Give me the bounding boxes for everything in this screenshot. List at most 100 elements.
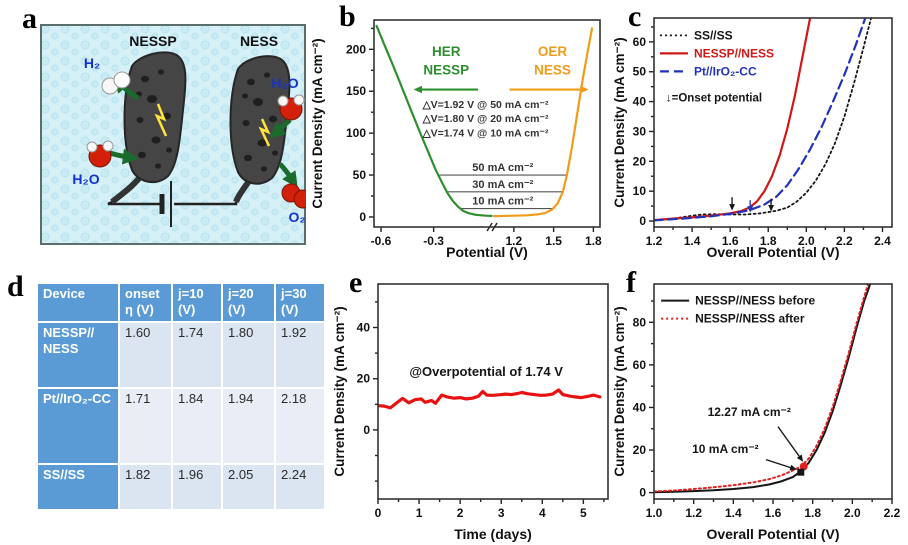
- device-cell: SS//​SS: [36, 462, 120, 511]
- annotation: NESSP: [423, 62, 469, 77]
- h2-label: H₂: [84, 55, 100, 71]
- annotation: NESS: [534, 62, 571, 77]
- series-stability-1-74-v: [378, 388, 602, 410]
- value-cell: 1.92: [274, 320, 326, 389]
- y-tick-label: 0: [359, 210, 366, 224]
- annotation: 10 mA cm⁻²: [692, 442, 759, 456]
- table-header-cell: onset η (V): [118, 282, 173, 323]
- annotation-arrow: [580, 85, 589, 94]
- x-tick-label: 2.0: [844, 506, 861, 520]
- y-tick-label: 20: [633, 443, 647, 457]
- x-tick-label: 2: [457, 506, 464, 520]
- left-electrode-label: NESSP: [129, 33, 176, 49]
- table-header-cell: j=20 (V): [221, 282, 276, 323]
- right-electrode-label: NESS: [240, 33, 278, 49]
- y-tick-label: 40: [633, 95, 647, 109]
- annotation-arrow: [729, 204, 735, 211]
- hline-label: 30 mA cm⁻²: [472, 179, 533, 191]
- table-header-cell: Device: [36, 282, 120, 323]
- value-cell: 2.18: [274, 386, 326, 465]
- x-tick-label: 5: [580, 506, 587, 520]
- value-cell: 2.05: [221, 462, 276, 511]
- y-tick-label: 40: [357, 321, 371, 335]
- y-axis-label: Current Density (mA cm⁻²): [612, 37, 627, 207]
- panel-e-chart: 0 1 2 3 4 5 0 20 40 @Overpotential of 1.74 V Time …: [332, 268, 618, 545]
- panel-letter-c: c: [628, 0, 642, 33]
- x-axis-label: Time (days): [454, 526, 532, 542]
- panel-letter-f: f: [626, 266, 636, 299]
- y-tick-label: 0: [639, 214, 646, 228]
- y-axis-label: Current Density (mA cm⁻²): [612, 306, 627, 476]
- panel-letter-e: e: [349, 266, 363, 299]
- value-cell: 2.24: [274, 462, 326, 511]
- o2-label: O₂: [288, 209, 305, 225]
- h2o-molecule-right: [277, 94, 305, 121]
- y-tick-label: 20: [357, 372, 371, 386]
- y-tick-label: 0: [363, 423, 370, 437]
- value-cell: 1.84: [171, 386, 223, 465]
- y-tick-label: 150: [346, 84, 366, 98]
- y-tick-label: 10: [633, 184, 647, 198]
- chart-c-svg: 1.2 1.4 1.6 1.8 2.0 2.2 2.4 0 10 20 30 40 50 60 ↓=Onse…: [612, 17, 893, 260]
- chart-e-svg: 0 1 2 3 4 5 0 20 40 @Overpotential of 1.74 V Time …: [332, 283, 609, 542]
- electrolyzer-schematic: NESSP NESS H₂ H₂O H₂O O₂: [40, 24, 313, 245]
- y-tick-label: 60: [633, 358, 647, 372]
- x-tick-label: 1.4: [684, 234, 701, 248]
- annotation: △V=1.80 V @ 20 mA cm⁻²: [422, 113, 549, 125]
- legend-label: Pt//IrO₂-CC: [694, 64, 757, 78]
- legend-label: NESSP//NESS: [694, 46, 774, 60]
- x-tick-label: 3: [498, 506, 505, 520]
- annotation: @Overpotential of 1.74 V: [409, 364, 563, 379]
- annotation: △V=1.74 V @ 10 mA cm⁻²: [422, 127, 549, 139]
- annotation-arrow: [413, 85, 422, 94]
- y-tick-label: 50: [633, 65, 647, 79]
- panel-c-chart: 1.2 1.4 1.6 1.8 2.0 2.2 2.4 0 10 20 30 40 50 60 ↓=Onse…: [612, 0, 908, 263]
- x-tick-label: 2.0: [798, 234, 815, 248]
- h2-molecule: [101, 71, 131, 95]
- spark-right: [258, 118, 271, 147]
- x-tick-label: -0.6: [371, 234, 392, 248]
- spark-left: [154, 103, 168, 137]
- x-tick-label: 1.8: [804, 506, 821, 520]
- y-axis-label: Current Density (mA cm⁻²): [332, 306, 347, 476]
- panel-letter-b: b: [339, 0, 356, 33]
- y-tick-label: 50: [353, 168, 367, 182]
- x-tick-label: 2.4: [874, 234, 891, 248]
- x-tick-label: 2.2: [836, 234, 853, 248]
- value-cell: 1.74: [171, 320, 223, 389]
- x-tick-label: 1.0: [646, 506, 663, 520]
- o2-release-arrow: [278, 162, 298, 188]
- annotation-arrow: [789, 464, 797, 471]
- hline-label: 10 mA cm⁻²: [472, 196, 533, 208]
- h2o-molecule-left: [86, 140, 114, 168]
- table-body: NESSP//​NESS 1.60 1.74 1.80 1.92 Pt//​IrO₂-​C…: [36, 320, 326, 511]
- device-cell: Pt//​IrO₂-​CC: [36, 386, 120, 465]
- annotation: 12.27 mA cm⁻²: [708, 405, 791, 419]
- annotation: HER: [432, 44, 461, 59]
- y-tick-label: 30: [633, 124, 647, 138]
- chart-f-svg: 1.0 1.2 1.4 1.6 1.8 2.0 2.2 0 20 40 60 80 12.27 mA c…: [612, 283, 901, 542]
- y-tick-label: 200: [346, 42, 366, 56]
- data-marker: [797, 468, 805, 476]
- x-axis-label: Potential (V): [446, 244, 528, 260]
- h2o-right-label: H₂O: [271, 75, 298, 91]
- series-ss-ss: [654, 18, 872, 222]
- y-tick-label: 60: [633, 35, 647, 49]
- y-axis-label: Current Density (mA cm⁻²): [310, 38, 325, 208]
- x-tick-label: 1.2: [646, 234, 663, 248]
- chart-b-svg: -0.6 -0.3 1.2 1.5 1.8 0 50 100 150 200 50 mA cm⁻² 3…: [310, 19, 602, 260]
- x-tick-label: 2.2: [884, 506, 901, 520]
- legend-label: NESSP//NESS after: [695, 312, 805, 326]
- series-her-nessp: [375, 24, 493, 217]
- wire: [107, 200, 238, 206]
- legend-label: SS//SS: [694, 28, 733, 42]
- x-tick-label: -0.3: [423, 234, 444, 248]
- x-axis-label: Overall Potential (V): [706, 244, 839, 260]
- data-marker: [799, 462, 808, 471]
- x-tick-label: 1.8: [585, 234, 602, 248]
- battery-symbol: [159, 181, 172, 227]
- electrode-left: [110, 51, 187, 205]
- x-tick-label: 0: [375, 506, 382, 520]
- y-tick-label: 100: [346, 126, 366, 140]
